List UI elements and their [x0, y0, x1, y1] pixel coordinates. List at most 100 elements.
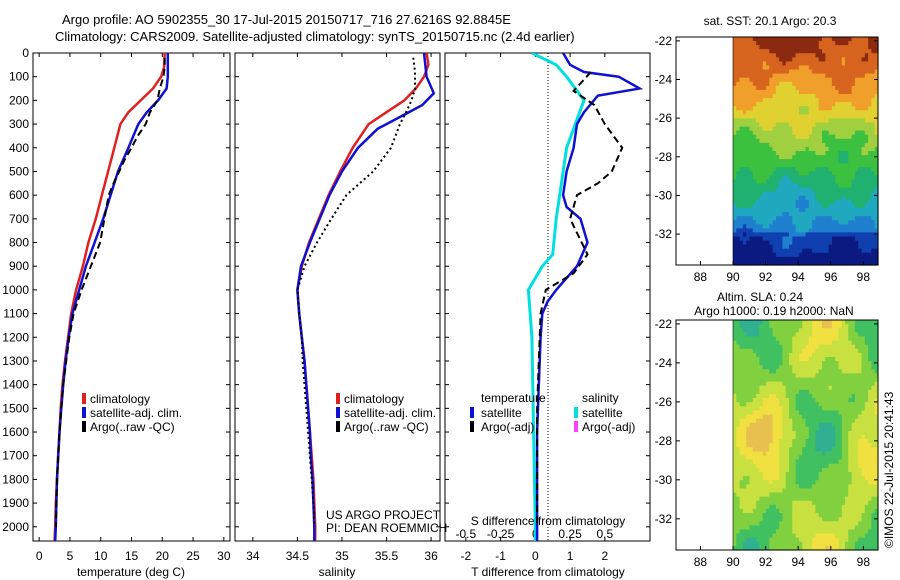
- map-cell: [775, 85, 780, 91]
- map-cell: [831, 369, 836, 374]
- map-cell: [795, 410, 800, 416]
- map-cell: [812, 57, 816, 63]
- map-cell: [805, 447, 810, 452]
- map-cell: [756, 208, 760, 213]
- map-cell: [874, 365, 879, 370]
- map-cell: [858, 472, 863, 477]
- map-cell: [779, 212, 783, 217]
- map-cell: [759, 61, 764, 67]
- map-cell: [749, 89, 754, 95]
- map-cell: [858, 389, 863, 395]
- map-cell: [798, 191, 803, 197]
- map-cell: [818, 398, 823, 403]
- map-cell: [851, 102, 856, 107]
- map-cell: [805, 252, 810, 258]
- map-cell: [835, 517, 840, 522]
- map-cell: [752, 389, 757, 395]
- map-cell: [858, 134, 863, 140]
- map-cell: [739, 488, 744, 494]
- map-cell: [756, 418, 760, 424]
- map-cell: [759, 159, 764, 164]
- map-cell: [828, 320, 833, 325]
- map-cell: [845, 385, 849, 391]
- map-cell: [874, 455, 879, 461]
- map-cell: [775, 106, 780, 111]
- map-cell: [851, 179, 856, 185]
- map-cell: [805, 248, 810, 254]
- map-cell: [871, 102, 876, 107]
- map-cell: [739, 336, 744, 342]
- map-cell: [808, 102, 813, 107]
- map-cell: [861, 89, 866, 95]
- map-cell: [841, 216, 846, 221]
- map-cell: [851, 402, 856, 407]
- map-cell: [848, 328, 853, 333]
- map-cell: [838, 49, 843, 54]
- map-cell: [766, 118, 770, 124]
- map-cell: [785, 220, 790, 225]
- map-cell: [808, 377, 813, 383]
- map-cell: [858, 459, 863, 465]
- map-cell: [835, 65, 840, 71]
- map-cell: [775, 344, 780, 350]
- map-cell: [772, 65, 777, 71]
- map-cell: [858, 81, 863, 87]
- map-cell: [854, 365, 859, 370]
- map-cell: [785, 61, 790, 67]
- map-cell: [871, 332, 876, 337]
- map-cell: [779, 393, 783, 399]
- map-cell: [868, 122, 872, 128]
- map-cell: [808, 369, 813, 374]
- map-cell: [858, 422, 863, 428]
- map-cell: [854, 110, 859, 115]
- map-cell: [805, 167, 810, 172]
- map-cell: [798, 118, 803, 124]
- map-cell: [769, 410, 774, 416]
- map-cell: [802, 187, 807, 193]
- map-cell: [854, 455, 859, 461]
- map-cell: [736, 216, 741, 221]
- map-cell: [815, 138, 820, 144]
- map-cell: [851, 134, 856, 140]
- map-cell: [831, 98, 836, 103]
- map-cell: [782, 410, 787, 416]
- map-cell: [825, 208, 830, 213]
- map-cell: [752, 85, 757, 91]
- map-cell: [831, 183, 836, 189]
- map-cell: [733, 508, 737, 514]
- map-cell: [779, 77, 783, 83]
- map-x-tick-label: 96: [824, 270, 838, 284]
- map-cell: [769, 224, 774, 229]
- map-cell: [838, 361, 843, 366]
- map-cell: [759, 155, 764, 160]
- map-cell: [871, 240, 876, 246]
- map-cell: [841, 385, 846, 391]
- map-cell: [845, 414, 849, 420]
- map-cell: [736, 53, 741, 58]
- map-cell: [822, 439, 826, 444]
- map-cell: [736, 138, 741, 144]
- map-cell: [756, 159, 760, 164]
- map-cell: [874, 324, 879, 329]
- map-cell: [759, 488, 764, 494]
- map-cell: [841, 53, 846, 58]
- map-cell: [825, 122, 830, 128]
- map-cell: [818, 138, 823, 144]
- map-cell: [789, 410, 793, 416]
- map-cell: [762, 203, 767, 209]
- map-cell: [845, 352, 849, 358]
- map-cell: [769, 480, 774, 485]
- map-cell: [742, 398, 747, 403]
- map-cell: [868, 377, 872, 383]
- map-cell: [874, 183, 879, 189]
- map-cell: [742, 365, 747, 370]
- map-cell: [822, 69, 826, 75]
- map-cell: [762, 488, 767, 494]
- map-cell: [864, 256, 869, 262]
- map-cell: [798, 389, 803, 395]
- map-cell: [835, 118, 840, 124]
- map-cell: [815, 195, 820, 201]
- map-cell: [746, 41, 751, 46]
- map-cell: [785, 447, 790, 452]
- map-cell: [762, 179, 767, 185]
